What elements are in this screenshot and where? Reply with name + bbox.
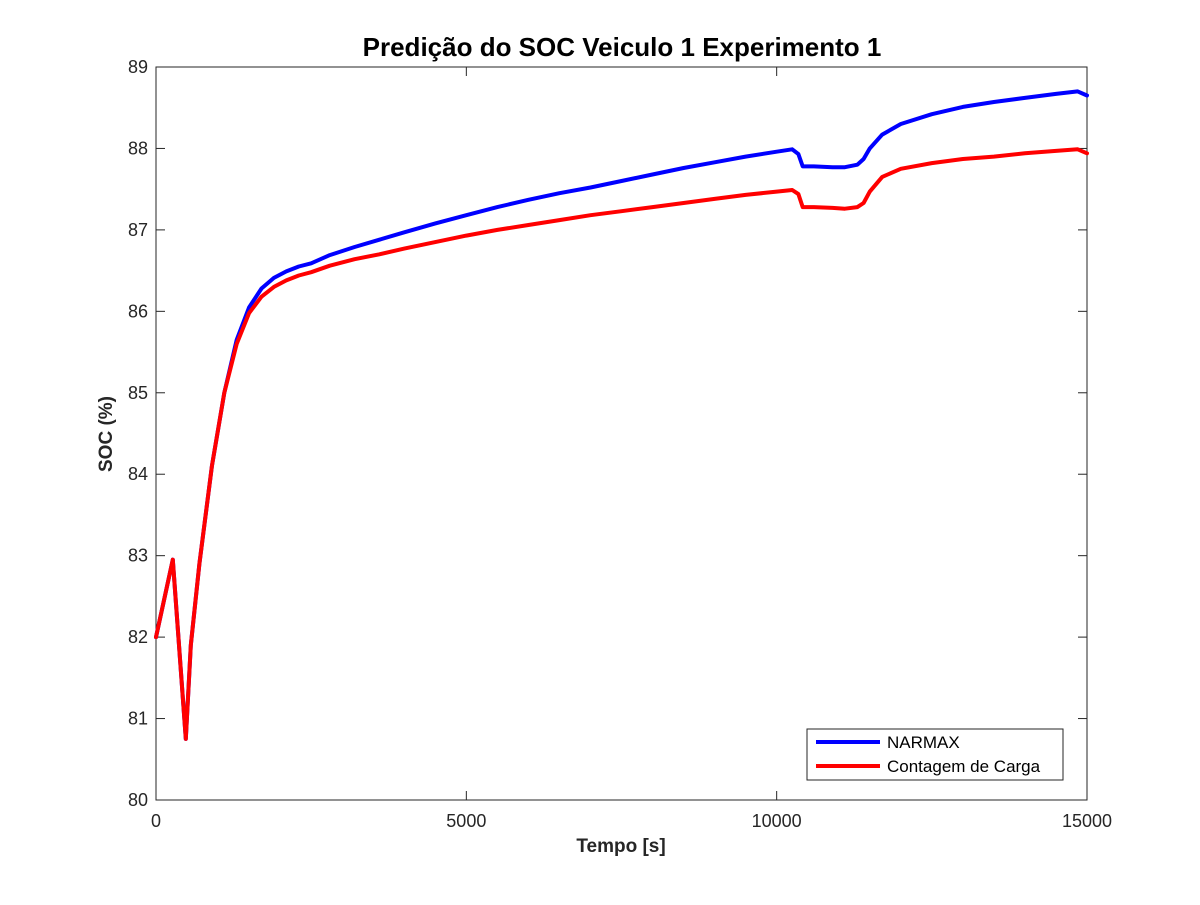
legend-box [806, 728, 1064, 781]
legend: NARMAX Contagem de Carga [806, 728, 1064, 781]
y-tick-label: 84 [128, 464, 148, 484]
x-tick-label: 0 [151, 811, 161, 831]
y-tick-label: 89 [128, 57, 148, 77]
legend-label-narmax: NARMAX [887, 733, 960, 752]
y-axis-ticks: 80 81 82 83 84 85 86 87 88 89 [128, 57, 1087, 810]
series-line-contagem-de-carga [154, 147, 1089, 741]
y-tick-label: 87 [128, 220, 148, 240]
series-line-narmax [154, 89, 1089, 741]
series-layer [154, 89, 1089, 741]
y-axis-label: SOC (%) [96, 396, 117, 472]
chart-title: Predição do SOC Veiculo 1 Experimento 1 [363, 32, 882, 62]
legend-label-contagem: Contagem de Carga [887, 757, 1041, 776]
y-tick-label: 82 [128, 627, 148, 647]
x-tick-label: 15000 [1062, 811, 1112, 831]
x-axis-label: Tempo [s] [576, 836, 665, 857]
x-tick-label: 10000 [752, 811, 802, 831]
y-tick-label: 86 [128, 301, 148, 321]
plot-area-frame [155, 66, 1088, 801]
y-tick-label: 80 [128, 790, 148, 810]
y-tick-label: 83 [128, 546, 148, 566]
y-tick-label: 85 [128, 383, 148, 403]
y-tick-label: 88 [128, 138, 148, 158]
x-tick-label: 5000 [446, 811, 486, 831]
y-tick-label: 81 [128, 709, 148, 729]
x-axis-ticks: 0 5000 10000 15000 [151, 67, 1112, 831]
